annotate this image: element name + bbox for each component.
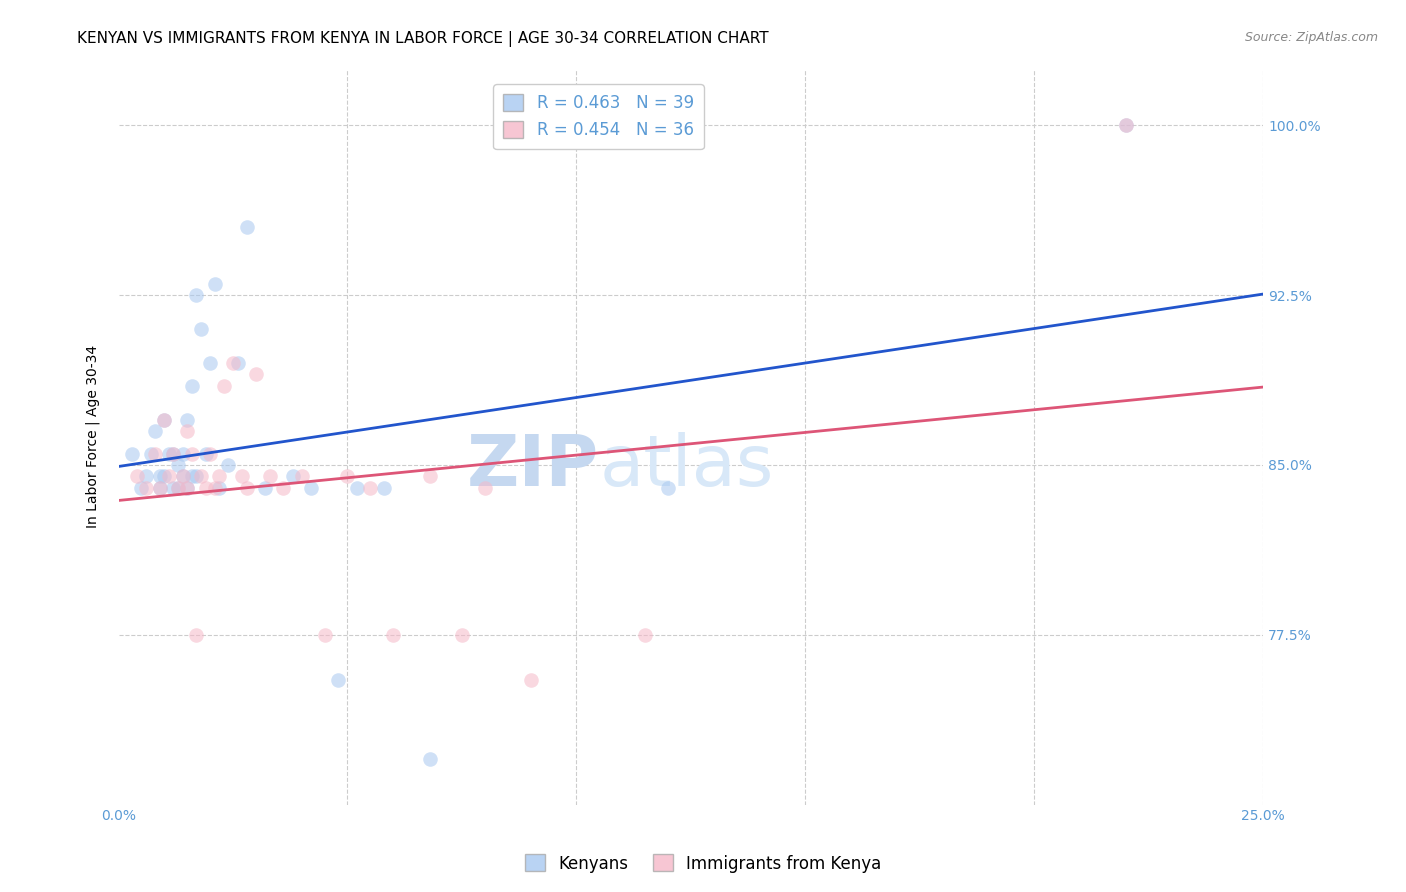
Point: [373, 481, 395, 495]
Text: KENYAN VS IMMIGRANTS FROM KENYA IN LABOR FORCE | AGE 30-34 CORRELATION CHART: KENYAN VS IMMIGRANTS FROM KENYA IN LABOR…: [77, 31, 769, 47]
Point: [204, 481, 226, 495]
Legend: R = 0.463   N = 39, R = 0.454   N = 36: R = 0.463 N = 39, R = 0.454 N = 36: [494, 84, 703, 149]
Point: [314, 628, 336, 642]
Point: [167, 458, 190, 472]
Point: [172, 446, 194, 460]
Point: [299, 481, 322, 495]
Point: [226, 356, 249, 370]
Text: ZIP: ZIP: [467, 432, 599, 500]
Point: [1115, 118, 1137, 132]
Point: [245, 368, 267, 382]
Point: [190, 469, 212, 483]
Point: [157, 469, 180, 483]
Y-axis label: In Labor Force | Age 30-34: In Labor Force | Age 30-34: [86, 345, 100, 528]
Point: [273, 481, 295, 495]
Point: [208, 481, 231, 495]
Point: [217, 458, 239, 472]
Point: [235, 481, 257, 495]
Point: [634, 628, 657, 642]
Point: [172, 469, 194, 483]
Point: [190, 322, 212, 336]
Point: [194, 446, 217, 460]
Point: [328, 673, 350, 687]
Point: [180, 446, 202, 460]
Point: [172, 469, 194, 483]
Point: [162, 481, 184, 495]
Point: [153, 469, 176, 483]
Point: [231, 469, 253, 483]
Point: [180, 469, 202, 483]
Point: [281, 469, 304, 483]
Text: Source: ZipAtlas.com: Source: ZipAtlas.com: [1244, 31, 1378, 45]
Point: [657, 481, 679, 495]
Point: [153, 412, 176, 426]
Point: [474, 481, 496, 495]
Point: [259, 469, 281, 483]
Point: [235, 220, 257, 235]
Point: [419, 469, 441, 483]
Point: [149, 469, 172, 483]
Point: [254, 481, 277, 495]
Point: [180, 378, 202, 392]
Point: [291, 469, 314, 483]
Point: [194, 481, 217, 495]
Point: [359, 481, 381, 495]
Point: [176, 481, 198, 495]
Point: [135, 469, 157, 483]
Point: [212, 378, 235, 392]
Point: [143, 446, 166, 460]
Point: [131, 481, 153, 495]
Point: [204, 277, 226, 291]
Point: [419, 752, 441, 766]
Point: [121, 446, 143, 460]
Point: [382, 628, 405, 642]
Point: [125, 469, 148, 483]
Point: [336, 469, 359, 483]
Point: [167, 481, 190, 495]
Point: [162, 446, 184, 460]
Point: [186, 628, 208, 642]
Point: [143, 424, 166, 438]
Point: [222, 356, 245, 370]
Point: [451, 628, 474, 642]
Point: [176, 412, 198, 426]
Point: [149, 481, 172, 495]
Point: [1115, 118, 1137, 132]
Point: [176, 424, 198, 438]
Point: [139, 446, 162, 460]
Point: [176, 481, 198, 495]
Point: [208, 469, 231, 483]
Point: [157, 446, 180, 460]
Point: [198, 356, 221, 370]
Point: [135, 481, 157, 495]
Point: [149, 481, 172, 495]
Point: [198, 446, 221, 460]
Point: [186, 288, 208, 302]
Text: atlas: atlas: [599, 432, 773, 500]
Point: [167, 481, 190, 495]
Point: [346, 481, 368, 495]
Point: [519, 673, 541, 687]
Point: [153, 412, 176, 426]
Legend: Kenyans, Immigrants from Kenya: Kenyans, Immigrants from Kenya: [517, 847, 889, 880]
Point: [162, 446, 184, 460]
Point: [186, 469, 208, 483]
